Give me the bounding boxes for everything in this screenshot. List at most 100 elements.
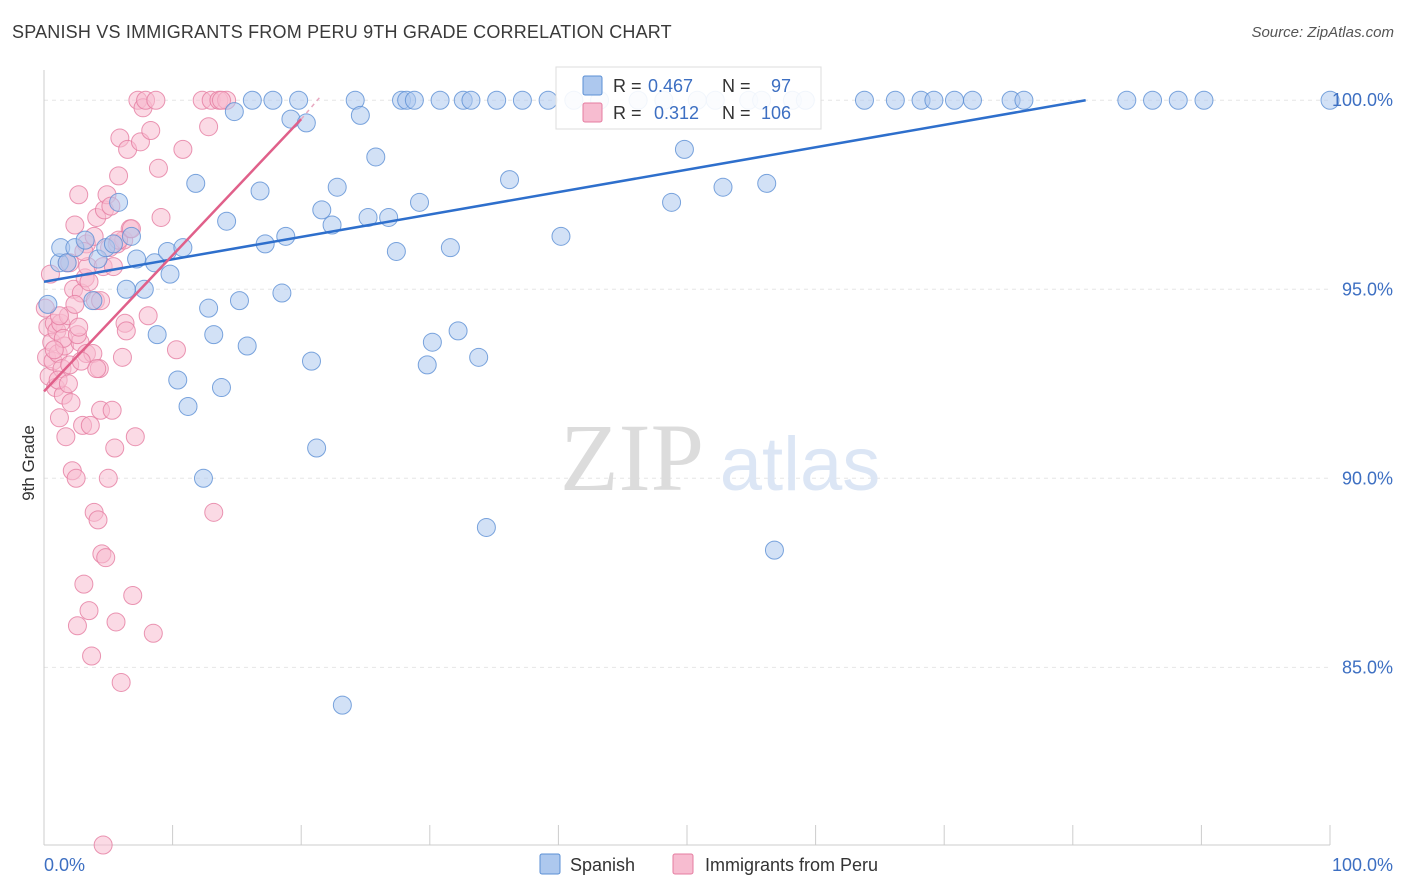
peru-point-71 xyxy=(138,306,158,326)
watermark: ZIP atlas xyxy=(560,404,880,511)
spanish-point-29 xyxy=(229,291,249,311)
spanish-point-93 xyxy=(1117,90,1137,110)
series-legend: Spanish Immigrants from Peru xyxy=(539,853,878,875)
peru-point-75 xyxy=(148,158,168,178)
peru-point-82 xyxy=(204,502,224,522)
spanish-point-27 xyxy=(217,211,237,231)
legend-swatch-spanish[interactable] xyxy=(539,853,561,875)
spanish-point-38 xyxy=(289,90,309,110)
peru-point-55 xyxy=(106,612,126,632)
chart-source: Source: ZipAtlas.com xyxy=(1251,24,1394,41)
spanish-point-39 xyxy=(296,113,316,133)
spanish-point-67 xyxy=(512,90,532,110)
spanish-point-68 xyxy=(538,90,558,110)
stats-n-label-spanish: N = xyxy=(722,76,751,96)
spanish-point-20 xyxy=(173,238,193,258)
legend-swatch-peru[interactable] xyxy=(672,853,694,875)
spanish-point-95 xyxy=(1168,90,1188,110)
spanish-point-86 xyxy=(885,90,905,110)
spanish-point-11 xyxy=(116,279,136,299)
peru-point-60 xyxy=(112,347,132,367)
y-tick-label-1: 90.0% xyxy=(1342,468,1393,488)
spanish-point-81 xyxy=(757,173,777,193)
spanish-point-45 xyxy=(332,695,352,715)
spanish-point-94 xyxy=(1143,90,1163,110)
spanish-point-59 xyxy=(440,238,460,258)
spanish-point-9 xyxy=(103,234,123,254)
spanish-point-40 xyxy=(301,351,321,371)
x-tick-label-0: 0.0% xyxy=(44,855,85,875)
spanish-point-62 xyxy=(461,90,481,110)
spanish-point-75 xyxy=(674,139,694,159)
spanish-point-41 xyxy=(307,438,327,458)
series-spanish-points xyxy=(38,90,1340,715)
peru-point-105 xyxy=(211,90,231,110)
peru-point-100 xyxy=(49,306,69,326)
spanish-point-26 xyxy=(211,378,231,398)
stats-r-label-spanish: R = xyxy=(613,76,642,96)
spanish-point-36 xyxy=(272,283,292,303)
stats-r-label-peru: R = xyxy=(613,103,642,123)
spanish-point-55 xyxy=(410,192,430,212)
legend-label-spanish[interactable]: Spanish xyxy=(570,855,635,875)
spanish-point-88 xyxy=(924,90,944,110)
peru-point-59 xyxy=(111,672,131,692)
spanish-point-49 xyxy=(366,147,386,167)
y-tick-labels: 85.0% 90.0% 95.0% 100.0% xyxy=(1332,90,1393,677)
trend-lines xyxy=(43,95,1086,393)
spanish-point-47 xyxy=(350,105,370,125)
spanish-point-21 xyxy=(178,396,198,416)
spanish-point-54 xyxy=(404,90,424,110)
peru-point-98 xyxy=(58,374,78,394)
x-tick-label-1: 100.0% xyxy=(1332,855,1393,875)
peru-point-11 xyxy=(49,408,69,428)
y-tick-label-2: 95.0% xyxy=(1342,279,1393,299)
watermark-zip: ZIP xyxy=(560,404,704,511)
peru-point-57 xyxy=(109,166,129,186)
stats-r-value-peru: 0.312 xyxy=(654,103,699,123)
spanish-point-63 xyxy=(469,347,489,367)
spanish-point-82 xyxy=(764,540,784,560)
spanish-point-85 xyxy=(854,90,874,110)
peru-point-23 xyxy=(65,215,85,235)
peru-point-47 xyxy=(96,548,116,568)
spanish-point-56 xyxy=(417,355,437,375)
chart-title: SPANISH VS IMMIGRANTS FROM PERU 9TH GRAD… xyxy=(12,22,672,42)
peru-point-25 xyxy=(67,616,87,636)
stats-legend: R = 0.467 N = 97 R = 0.312 N = 106 xyxy=(555,66,822,130)
peru-point-78 xyxy=(173,139,193,159)
spanish-point-14 xyxy=(134,279,154,299)
peru-point-66 xyxy=(125,427,145,447)
peru-point-65 xyxy=(123,585,143,605)
trend-line-spanish xyxy=(43,99,1086,283)
peru-point-76 xyxy=(151,207,171,227)
legend-label-peru[interactable]: Immigrants from Peru xyxy=(705,855,878,875)
spanish-point-19 xyxy=(168,370,188,390)
spanish-point-23 xyxy=(193,468,213,488)
spanish-point-5 xyxy=(75,230,95,250)
spanish-point-25 xyxy=(204,325,224,345)
peru-point-72 xyxy=(141,120,161,140)
spanish-point-65 xyxy=(487,90,507,110)
trend-line-peru xyxy=(43,118,303,393)
spanish-point-90 xyxy=(962,90,982,110)
spanish-point-96 xyxy=(1194,90,1214,110)
spanish-point-3 xyxy=(57,253,77,273)
spanish-point-12 xyxy=(121,226,141,246)
x-tick-labels: 0.0% 100.0% xyxy=(44,855,1393,875)
y-tick-label-0: 85.0% xyxy=(1342,657,1393,677)
spanish-point-97 xyxy=(1320,90,1340,110)
peru-point-24 xyxy=(66,468,86,488)
peru-point-26 xyxy=(69,185,89,205)
peru-point-30 xyxy=(74,574,94,594)
stats-n-value-peru: 106 xyxy=(761,103,791,123)
spanish-point-32 xyxy=(250,181,270,201)
spanish-point-64 xyxy=(476,517,496,537)
watermark-atlas: atlas xyxy=(720,422,881,507)
peru-point-80 xyxy=(199,117,219,137)
y-axis-label: 9th Grade xyxy=(19,425,38,501)
gridlines xyxy=(44,99,1330,668)
peru-point-87 xyxy=(65,294,85,314)
